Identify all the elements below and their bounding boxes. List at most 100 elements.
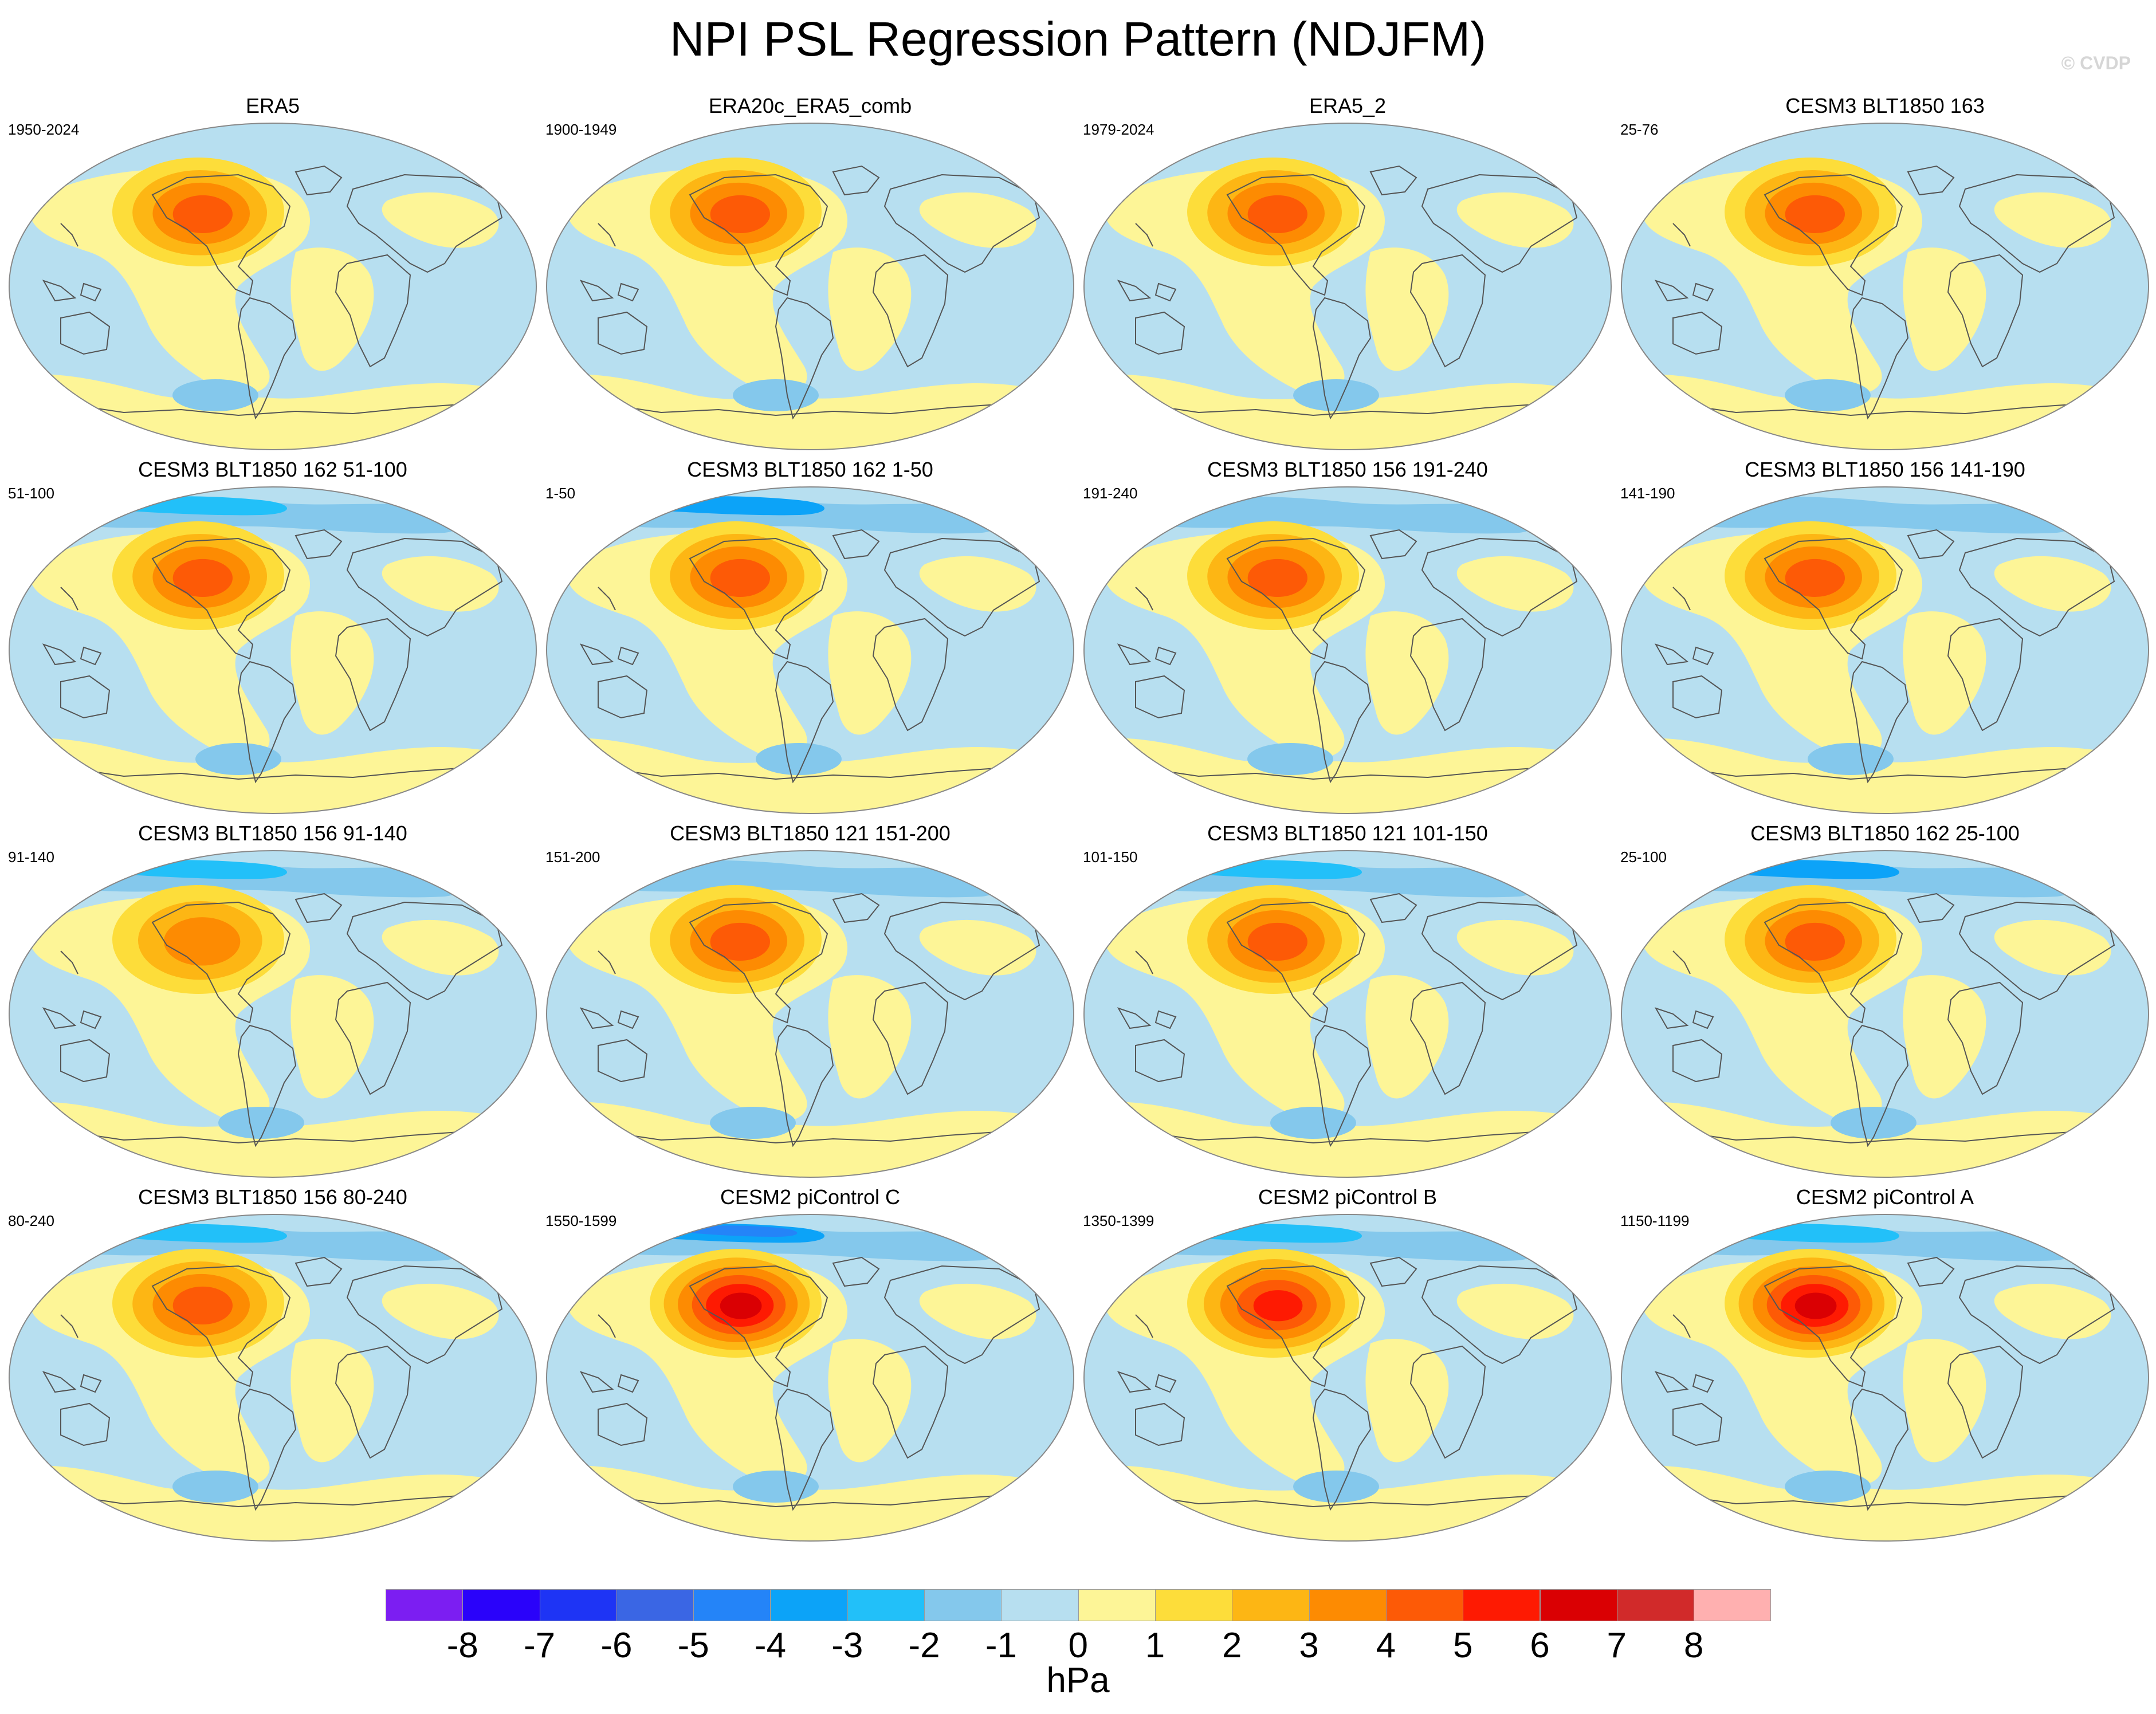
- map-border: [9, 123, 537, 450]
- southern-negative-blob: [172, 379, 258, 411]
- positive-field-eurasia: [382, 192, 499, 248]
- panel-years: 191-240: [1083, 485, 1138, 502]
- positive-field-eurasia: [1456, 556, 1574, 612]
- colorbar-swatch: [1540, 1589, 1617, 1621]
- positive-field-atlantic: [1365, 975, 1449, 1099]
- map-border: [9, 1214, 537, 1542]
- colorbar-swatch: [1309, 1589, 1387, 1621]
- colorbar-swatch: [1155, 1589, 1233, 1621]
- positive-field-eurasia: [919, 919, 1036, 976]
- southern-negative-blob: [1785, 379, 1871, 411]
- positive-field-eurasia: [1994, 1283, 2111, 1339]
- southern-negative-blob: [1808, 743, 1894, 775]
- southern-negative-blob: [1270, 1107, 1356, 1139]
- positive-field-eurasia: [919, 1283, 1036, 1339]
- positive-field-atlantic: [1903, 247, 1986, 371]
- positive-field-atlantic: [1365, 247, 1449, 371]
- map-panel: [9, 486, 537, 814]
- panel-years: 1550-1599: [545, 1212, 617, 1229]
- panel-title: ERA5: [245, 94, 300, 117]
- positive-field-eurasia: [1994, 192, 2111, 248]
- map-panel: [546, 486, 1074, 814]
- map-panel: [9, 850, 537, 1178]
- southern-negative-blob: [756, 743, 842, 775]
- map-border: [1083, 123, 1612, 450]
- colorbar-tick-label: -1: [985, 1626, 1017, 1665]
- map-panel: [1621, 1214, 2149, 1542]
- colorbar-tick-label: -5: [677, 1626, 709, 1665]
- map-panel: [1083, 123, 1612, 450]
- panel-years: 1350-1399: [1083, 1212, 1154, 1229]
- map-panel: [546, 123, 1074, 450]
- southern-negative-blob: [195, 743, 281, 775]
- colorbar-swatch: [1078, 1589, 1156, 1621]
- panel-years: 25-76: [1620, 121, 1659, 138]
- figure-title: NPI PSL Regression Pattern (NDJFM): [669, 12, 1487, 66]
- panel-title: CESM3 BLT1850 156 141-190: [1745, 458, 2025, 481]
- map-panel: [1083, 486, 1612, 814]
- colorbar-swatch: [847, 1589, 925, 1621]
- npi-contour-level: [1785, 195, 1845, 233]
- colorbar-tick-label: 6: [1530, 1626, 1550, 1665]
- colorbar-units: hPa: [1046, 1661, 1110, 1700]
- positive-field-eurasia: [919, 556, 1036, 612]
- colorbar-tick-label: 4: [1376, 1626, 1396, 1665]
- colorbar-tick-label: 0: [1068, 1626, 1088, 1665]
- map-border: [1621, 1214, 2149, 1542]
- map-border: [546, 850, 1074, 1178]
- panel-years: 1-50: [545, 485, 576, 502]
- positive-field-eurasia: [1456, 192, 1574, 248]
- colorbar-tick-label: 2: [1222, 1626, 1242, 1665]
- southern-negative-blob: [710, 1107, 796, 1139]
- npi-contour-level: [164, 917, 241, 966]
- positive-field-atlantic: [828, 975, 912, 1099]
- southern-negative-blob: [1831, 1107, 1917, 1139]
- colorbar-tick-label: -7: [524, 1626, 556, 1665]
- panel-title: CESM3 BLT1850 162 25-100: [1750, 821, 2020, 845]
- npi-contour-level: [1253, 1290, 1303, 1322]
- npi-contour-level: [1247, 195, 1307, 233]
- positive-field-atlantic: [1903, 1339, 1986, 1463]
- map-panel: [9, 1214, 537, 1542]
- panel-years: 1979-2024: [1083, 121, 1154, 138]
- colorbar-swatch: [1385, 1589, 1464, 1621]
- positive-field-atlantic: [828, 611, 912, 735]
- positive-field-atlantic: [828, 1339, 912, 1463]
- panel-title: CESM3 BLT1850 156 191-240: [1207, 458, 1488, 481]
- panel-title: CESM3 BLT1850 121 151-200: [670, 821, 951, 845]
- positive-field-eurasia: [382, 919, 499, 976]
- map-border: [1621, 123, 2149, 450]
- arctic-negative-peak: [684, 1225, 798, 1237]
- panel-title: CESM3 BLT1850 156 91-140: [138, 821, 407, 845]
- panel-title: CESM3 BLT1850 156 80-240: [138, 1185, 407, 1209]
- map-panel: [546, 850, 1074, 1178]
- map-border: [9, 850, 537, 1178]
- npi-contour-level: [1247, 922, 1307, 961]
- map-border: [546, 123, 1074, 450]
- npi-contour-level: [1785, 559, 1845, 597]
- npi-contour-level: [1785, 922, 1845, 961]
- npi-contour-level: [1794, 1292, 1837, 1319]
- colorbar-swatch: [1001, 1589, 1079, 1621]
- positive-field-eurasia: [919, 192, 1036, 248]
- npi-contour-level: [172, 1286, 233, 1324]
- map-panel: [546, 1214, 1074, 1542]
- npi-contour-level: [710, 922, 770, 961]
- colorbar-tick-label: 7: [1607, 1626, 1627, 1665]
- panel-title: CESM3 BLT1850 162 51-100: [138, 458, 407, 481]
- positive-field-atlantic: [290, 1339, 374, 1463]
- panel-years: 141-190: [1620, 485, 1675, 502]
- colorbar-swatch: [1232, 1589, 1310, 1621]
- colorbar-tick-label: -3: [831, 1626, 863, 1665]
- positive-field-atlantic: [290, 611, 374, 735]
- panel-title: ERA20c_ERA5_comb: [708, 94, 912, 117]
- positive-field-eurasia: [382, 556, 499, 612]
- positive-field-eurasia: [1994, 556, 2111, 612]
- map-panel: [9, 123, 537, 450]
- positive-field-atlantic: [1903, 611, 1986, 735]
- colorbar-swatch: [1463, 1589, 1541, 1621]
- panel-years: 1900-1949: [545, 121, 617, 138]
- colorbar-swatch: [924, 1589, 1002, 1621]
- map-border: [1621, 850, 2149, 1178]
- southern-negative-blob: [1247, 743, 1333, 775]
